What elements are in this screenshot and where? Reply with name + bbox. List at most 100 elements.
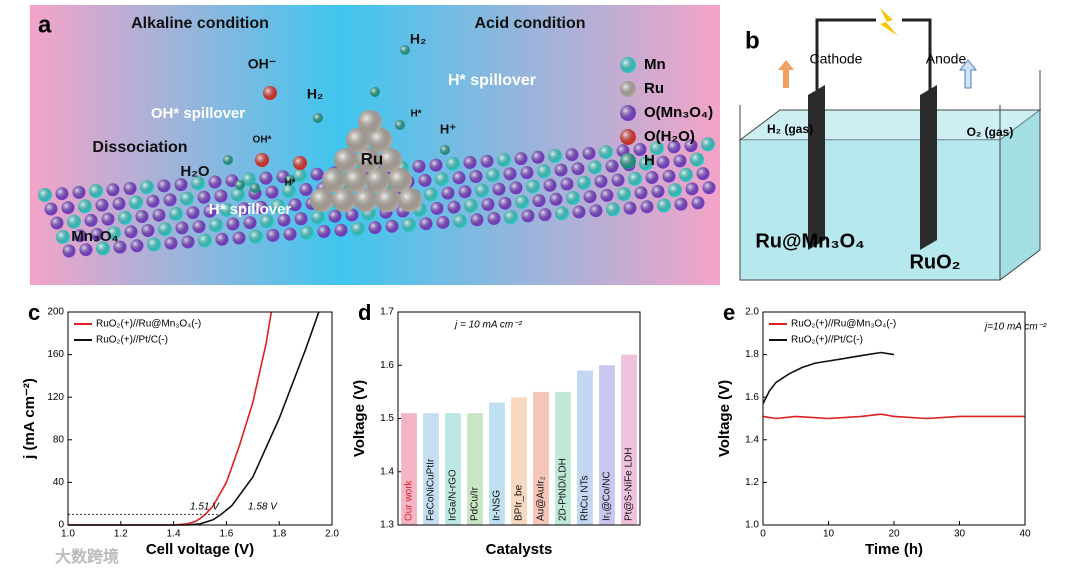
ru-atom-shine: [388, 168, 412, 192]
lattice-atom-shine: [107, 226, 121, 241]
bar: [445, 413, 461, 525]
lattice-atom-shine: [385, 219, 399, 233]
legend-swatch-shine: [620, 105, 636, 121]
y-tick-label: 1.6: [745, 392, 759, 403]
lattice-atom-shine: [429, 158, 443, 172]
x-tick-label: 1.8: [272, 529, 286, 540]
lattice-atom-shine: [452, 171, 466, 185]
lattice-atom-shine: [633, 143, 647, 156]
lattice-atom-shine: [588, 160, 602, 175]
panel-a-text: Ru: [361, 149, 384, 168]
legend-label: RuO₂(+)//Pt/C(-): [791, 335, 863, 346]
lattice-atom-shine: [600, 188, 614, 202]
lattice-atom-shine: [645, 171, 659, 184]
lattice-atom-shine: [435, 172, 449, 187]
lattice-atom-shine: [72, 185, 86, 199]
ru-atom-shine: [346, 128, 370, 152]
lattice-atom-shine: [62, 244, 76, 258]
lattice-atom-shine: [589, 204, 603, 218]
lattice-atom-shine: [543, 178, 557, 192]
bar: [511, 397, 527, 525]
lattice-atom-shine: [112, 197, 126, 211]
lattice-atom-shine: [599, 145, 613, 160]
panel-b-text: RuO₂: [909, 251, 960, 273]
lattice-atom-shine: [163, 193, 177, 207]
lightning-icon: [880, 8, 898, 36]
lattice-atom-shine: [560, 177, 574, 191]
lattice-atom-shine: [696, 167, 710, 181]
x-tick-label: Pt@S-NiFe LDH: [624, 448, 635, 522]
lattice-atom-shine: [61, 201, 75, 215]
lattice-atom-shine: [458, 185, 472, 199]
x-tick-label: Our work: [404, 479, 415, 521]
panel-label: c: [28, 300, 40, 325]
lattice-atom-shine: [169, 206, 183, 221]
lattice-atom-shine: [617, 187, 631, 202]
bar: [533, 391, 549, 525]
x-tick-label: RhCu NTs: [580, 475, 591, 521]
lattice-atom-shine: [215, 232, 229, 246]
panel-a-text: Alkaline condition: [131, 15, 269, 32]
lattice-atom-shine: [651, 185, 665, 198]
lattice-atom-shine: [702, 181, 716, 195]
lattice-atom-shine: [685, 182, 699, 196]
lattice-atom-shine: [191, 176, 205, 191]
line-series: [68, 311, 320, 526]
lattice-atom-shine: [690, 152, 704, 167]
bar: [467, 413, 483, 525]
lattice-atom-shine: [639, 156, 653, 171]
ru-atom-shine: [368, 128, 392, 152]
lattice-atom-shine: [84, 213, 98, 227]
bar: [489, 402, 505, 525]
molecule-atom-shine: [440, 145, 450, 155]
lattice-atom-shine: [237, 202, 251, 216]
x-tick-label: 40: [1019, 529, 1031, 540]
lattice-atom-shine: [668, 183, 682, 198]
y-tick-label: 1.8: [745, 349, 759, 360]
lattice-atom-shine: [283, 227, 297, 241]
lattice-atom-shine: [73, 229, 87, 243]
lattice-atom-shine: [106, 183, 120, 197]
y-tick-label: 120: [47, 392, 64, 403]
lattice-atom-shine: [351, 221, 365, 236]
lattice-atom-shine: [95, 198, 109, 212]
lattice-atom-shine: [243, 216, 257, 230]
legend-label: RuO₂(+)//Ru@Mn₃O₄(-): [96, 319, 201, 330]
lattice-atom-shine: [328, 209, 342, 223]
lattice-atom-shine: [123, 182, 137, 195]
lattice-atom-shine: [412, 159, 426, 173]
y-tick-label: 1.5: [380, 413, 394, 424]
lattice-atom-shine: [657, 198, 671, 213]
lattice-atom-shine: [430, 201, 444, 215]
y-tick-label: 80: [53, 434, 65, 445]
plot-frame: [67, 311, 333, 526]
x-axis-label: Time (h): [865, 541, 923, 558]
lattice-atom-shine: [402, 218, 416, 232]
ru-atom-shine: [322, 168, 346, 192]
lattice-atom-shine: [549, 192, 563, 206]
x-tick-label: 2D-PtND/LDH: [558, 458, 569, 521]
lattice-atom-shine: [554, 163, 568, 177]
lattice-atom-shine: [436, 215, 450, 229]
x-tick-label: PdCu/Ir: [470, 486, 481, 521]
y-axis-label: Voltage (V): [716, 380, 733, 457]
y-tick-label: 0: [58, 520, 64, 531]
lattice-atom-shine: [208, 175, 222, 189]
lattice-atom-shine: [498, 196, 512, 210]
panel-a-text: OH*: [253, 135, 272, 146]
molecule-atom-shine: [313, 113, 323, 123]
molecule-atom-shine: [250, 183, 260, 193]
lattice-atom-shine: [124, 225, 138, 239]
x-tick-label: BPIr_be: [514, 484, 525, 521]
panel-a-text: H* spillover: [209, 201, 292, 218]
panel-b-text: Ru@Mn₃O₄: [755, 230, 864, 252]
lattice-atom-shine: [209, 218, 223, 233]
panel-label: d: [358, 300, 371, 325]
y-tick-label: 40: [53, 477, 65, 488]
lattice-atom-shine: [441, 186, 455, 200]
x-axis-label: Catalysts: [486, 541, 553, 558]
lattice-atom-shine: [486, 168, 500, 183]
lattice-atom-shine: [158, 222, 172, 237]
lattice-atom-shine: [419, 217, 433, 231]
lattice-atom-shine: [135, 210, 149, 223]
